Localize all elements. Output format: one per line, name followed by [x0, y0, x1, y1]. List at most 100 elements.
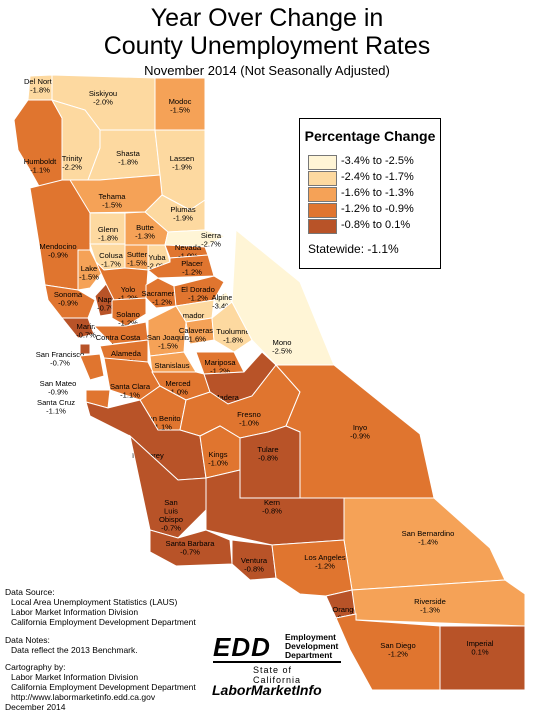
county-name-label: Tehama [98, 192, 126, 201]
county-shape [164, 229, 227, 248]
county-name-label: Los Angeles [304, 553, 346, 562]
county-name-label: Mono [273, 338, 292, 347]
legend: Percentage Change -3.4% to -2.5% -2.4% t… [299, 118, 441, 269]
county-san-mateo: San Mateo-0.9% [40, 353, 105, 397]
county-santa-barbara: Santa Barbara-0.7% [149, 529, 233, 567]
county-name-label: San Mateo [40, 379, 77, 388]
county-name-label: Calaveras [179, 326, 213, 335]
county-name-label: San Diego [380, 641, 415, 650]
county-value-label: -1.1% [120, 391, 140, 400]
county-name-label: Colusa [99, 251, 123, 260]
edd-logo: EDD Employment Development Department St… [213, 632, 341, 685]
county-value-label: -1.0% [168, 388, 188, 397]
county-shape [111, 297, 147, 327]
county-shape [173, 275, 225, 307]
county-value-label: -0.8% [244, 565, 264, 574]
county-value-label: -1.2% [118, 319, 138, 328]
map-subtitle: November 2014 (Not Seasonally Adjusted) [144, 63, 390, 78]
county-name-label: Santa Cruz [37, 398, 75, 407]
county-value-label: -1.3% [135, 232, 155, 241]
legend-swatch [308, 155, 337, 170]
legend-label: -0.8% to 0.1% [341, 219, 411, 231]
county-name-label: Placer [181, 259, 203, 268]
legend-label: -1.6% to -1.3% [341, 187, 414, 199]
county-humboldt: Humboldt-1.1% [13, 99, 63, 189]
county-value-label: 0.1% [471, 648, 489, 657]
county-shape [13, 99, 63, 189]
statewide-value: Statewide: -1.1% [308, 242, 399, 256]
county-value-label: -1.2% [118, 294, 138, 303]
county-value-label: -1.4% [418, 538, 438, 547]
county-name-label: Inyo [353, 423, 367, 432]
county-name-label: Humboldt [24, 157, 57, 166]
county-shape [211, 301, 253, 353]
county-name-label: Obispo [159, 515, 183, 524]
county-name-label: Mendocino [39, 242, 76, 251]
county-name-label: Marin [77, 322, 96, 331]
county-name-label: Sacramento [142, 289, 183, 298]
county-name-label: Ventura [241, 556, 268, 565]
county-value-label: -1.2% [152, 298, 172, 307]
edd-logo-line: Employment [285, 632, 337, 642]
county-shape [149, 529, 233, 567]
county-value-label: -0.9% [48, 251, 68, 260]
county-san-francisco: San Francisco-0.7% [36, 343, 91, 368]
county-value-label: -1.1% [152, 423, 172, 432]
county-value-label: -1.9% [172, 163, 192, 172]
legend-swatch [308, 187, 337, 202]
cartography-url: http://www.labormarketinfo.edd.ca.gov [11, 692, 156, 702]
county-name-label: Santa Barbara [166, 539, 216, 548]
data-notes-line: Data reflect the 2013 Benchmark. [11, 645, 138, 655]
county-value-label: -0.7% [161, 524, 181, 533]
county-value-label: -0.7% [180, 548, 200, 557]
county-name-label: Yuba [148, 253, 166, 262]
county-name-label: Orange [332, 605, 357, 614]
county-name-label: San Joaquin [147, 333, 189, 342]
county-name-label: Fresno [237, 410, 261, 419]
county-value-label: -0.9% [48, 388, 68, 397]
data-source-line: Local Area Unemployment Statistics (LAUS… [11, 597, 178, 607]
county-value-label: -2.7% [201, 240, 221, 249]
county-name-label: Luis [164, 507, 178, 516]
county-name-label: Sonoma [54, 290, 83, 299]
county-name-label: Riverside [414, 597, 446, 606]
county-del-norte: Del Norte-1.8% [24, 74, 56, 104]
county-name-label: San [164, 498, 178, 507]
cartography-line: California Employment Development Depart… [11, 682, 196, 692]
county-tuolumne: Tuolumne-1.8% [211, 301, 253, 353]
legend-swatch [308, 203, 337, 218]
cartography-date: December 2014 [5, 702, 66, 712]
county-value-label: -1.9% [173, 214, 193, 223]
county-name-label: Lake [81, 264, 97, 273]
county-value-label: -2.0% [147, 262, 167, 271]
county-name-label: El Dorado [181, 285, 215, 294]
county-name-label: San Bernardino [402, 529, 455, 538]
county-value-label: -1.5% [102, 201, 122, 210]
data-source-line: Labor Market Information Division [11, 607, 139, 617]
county-value-label: -0.7% [76, 331, 96, 340]
county-name-label: Butte [136, 223, 154, 232]
county-ventura: Ventura-0.8% [231, 539, 277, 581]
county-value-label: -1.6% [186, 335, 206, 344]
county-value-label: -0.7% [50, 359, 70, 368]
county-name-label: Napa [98, 295, 117, 304]
county-value-label: -1.5% [170, 106, 190, 115]
county-name-label: Trinity [62, 154, 83, 163]
county-shape [79, 343, 91, 355]
county-name-label: Alameda [111, 349, 142, 358]
legend-label: -3.4% to -2.5% [341, 155, 414, 167]
county-value-label: -0.8% [262, 507, 282, 516]
legend-swatch [308, 171, 337, 186]
county-solano: Solano-1.2% [111, 297, 147, 328]
county-sonoma: Sonoma-0.9% [44, 284, 96, 319]
county-napa: Napa-0.7% [94, 283, 117, 317]
county-tulare: Tulare-0.8% [239, 425, 301, 499]
edd-logo-state: State of California [253, 665, 302, 685]
county-shape [92, 321, 149, 345]
county-name-label: Imperial [466, 639, 493, 648]
edd-logo-text: Employment Development Department [285, 633, 338, 660]
county-shape [439, 625, 526, 691]
county-san-bernardino: San Bernardino-1.4% [343, 497, 506, 591]
edd-logo-line: Department [285, 650, 333, 660]
